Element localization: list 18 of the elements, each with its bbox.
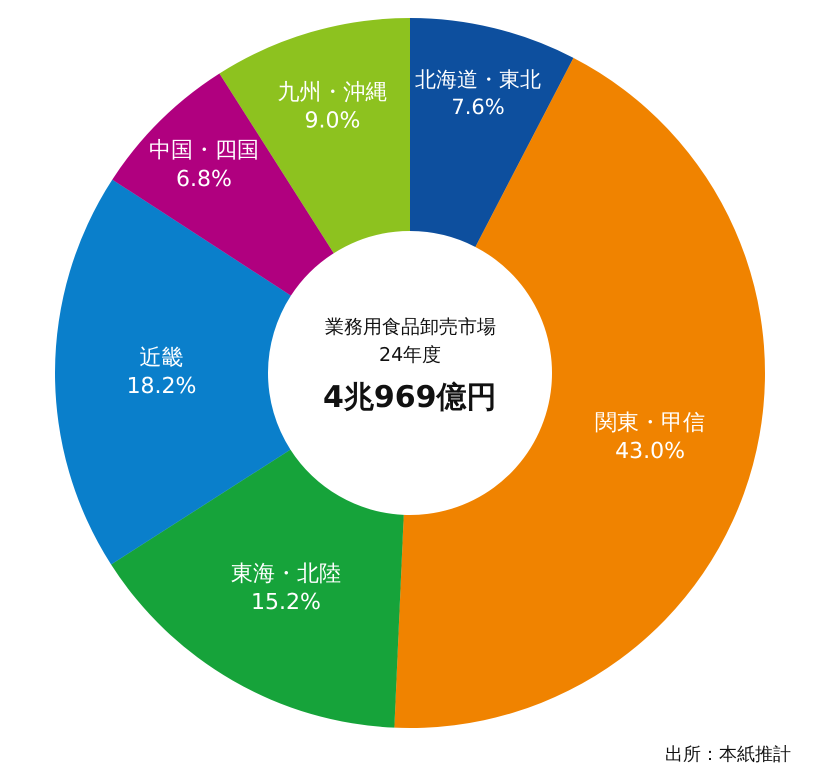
donut-slice xyxy=(111,450,404,728)
text: 業務用食品卸売市場 xyxy=(325,316,496,338)
data-label: 18.2% xyxy=(126,374,196,400)
data-label: 15.2% xyxy=(251,590,321,616)
text: 24年度 xyxy=(379,344,442,366)
data-label: 7.6% xyxy=(451,95,505,120)
slice-label: 関東・甲信 xyxy=(595,410,706,436)
slice-label: 近畿 xyxy=(140,345,184,370)
data-label: 43.0% xyxy=(615,438,686,464)
slice-label: 中国・四国 xyxy=(148,138,259,164)
text: 出所：本紙推計 xyxy=(665,744,791,764)
donut-slice xyxy=(410,18,574,247)
data-label: 9.0% xyxy=(304,108,360,134)
slice-label: 北海道・東北 xyxy=(415,68,542,92)
text: 4兆969億円 xyxy=(323,380,496,415)
slice-label: 九州・沖縄 xyxy=(277,80,388,105)
slice-label: 東海・北陸 xyxy=(230,562,341,587)
data-label: 6.8% xyxy=(176,166,232,192)
